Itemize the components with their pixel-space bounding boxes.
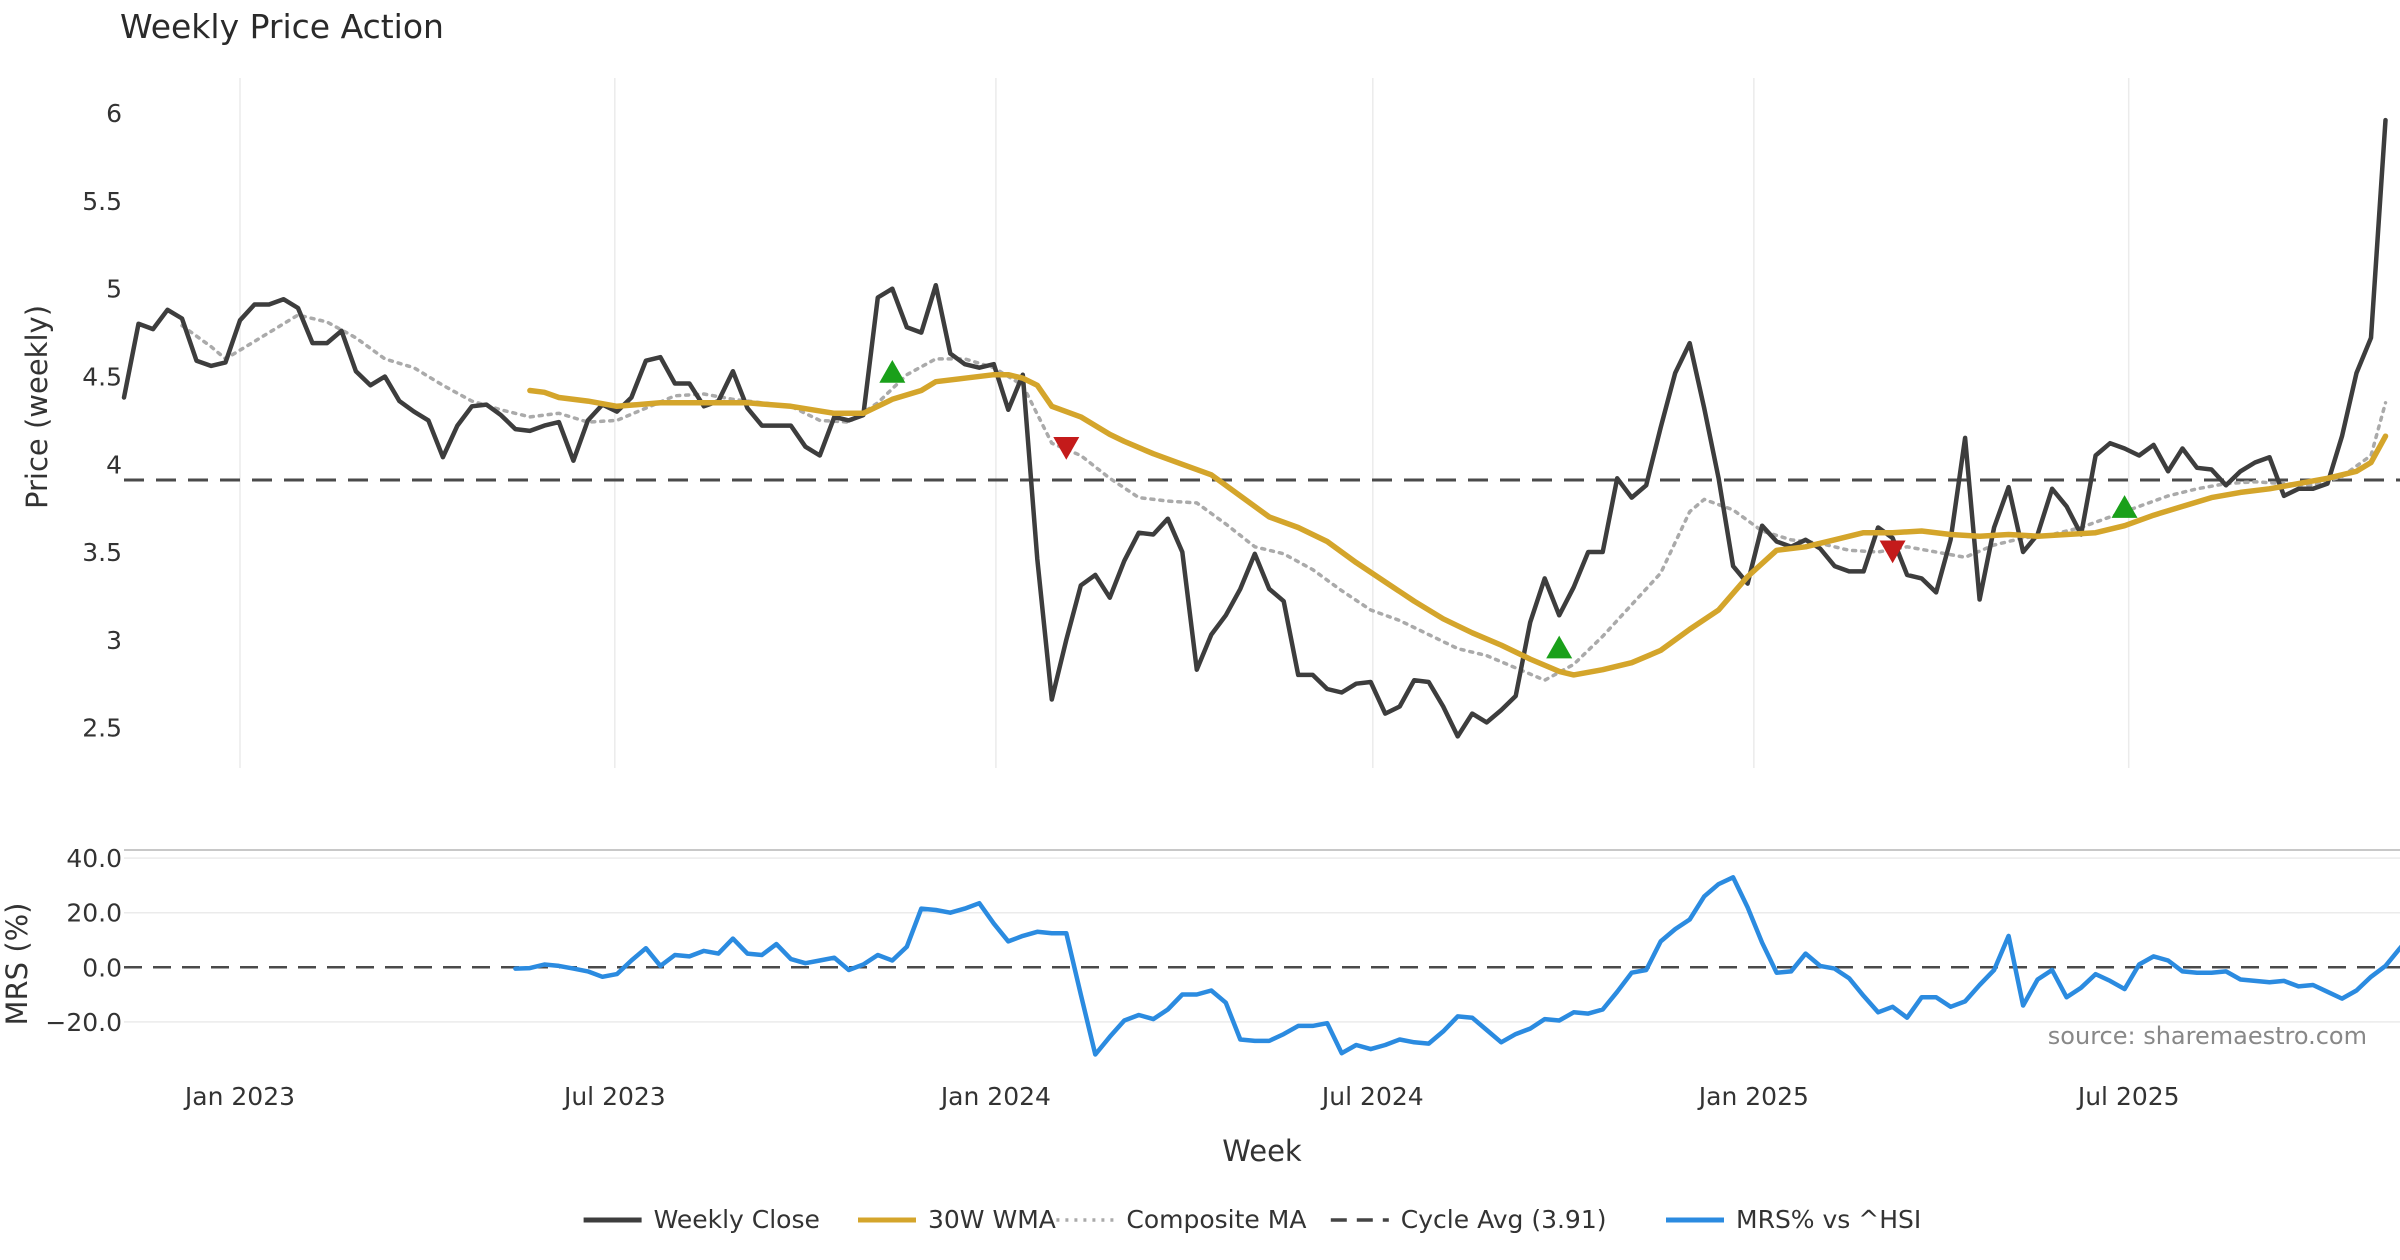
- series-mrs-vs-hsi: [513, 875, 2400, 1057]
- chart-title: Weekly Price Action: [120, 7, 444, 46]
- price-grid: [239, 78, 2130, 768]
- mrs-y-axis-title: MRS (%): [0, 903, 34, 1026]
- mrs-y-tick-label: −20.0: [45, 1008, 122, 1037]
- mrs-series: [513, 875, 2400, 1057]
- x-tick-label: Jul 2025: [2076, 1082, 2180, 1111]
- legend-entry-mrs-vs-hsi: MRS% vs ^HSI: [1666, 1205, 1921, 1234]
- x-tick-label: Jul 2023: [562, 1082, 666, 1111]
- buy-signal-marker: [879, 359, 906, 383]
- legend-entry-cycle-avg-3-91: Cycle Avg (3.91): [1330, 1205, 1607, 1234]
- mrs-grid: [124, 849, 2400, 1023]
- buy-signal-marker: [1546, 635, 1573, 659]
- legend-entry-30w-wma: 30W WMA: [858, 1205, 1056, 1234]
- x-tick-label: Jan 2025: [1697, 1082, 1809, 1111]
- source-note: source: sharemaestro.com: [2048, 1022, 2367, 1050]
- legend-label: MRS% vs ^HSI: [1736, 1205, 1921, 1234]
- legend-label: Composite MA: [1126, 1205, 1306, 1234]
- price-y-tick-label: 4.5: [82, 362, 122, 391]
- sell-signal-marker: [1879, 540, 1906, 564]
- x-ticks: Jan 2023 Jul 2023 Jan 2024 Jul 2024 Jan 2025…: [183, 1082, 2180, 1111]
- mrs-y-tick-label: 40.0: [66, 844, 122, 873]
- price-y-ticks: 2.5 3 3.5 4 4.5 5 5.5 6: [82, 99, 122, 743]
- reference-lines: [124, 478, 2400, 969]
- buy-signal-marker: [2111, 495, 2138, 518]
- price-y-tick-label: 6: [106, 99, 122, 128]
- price-y-tick-label: 3: [106, 626, 122, 655]
- series-composite-ma: [180, 313, 2388, 682]
- x-tick-label: Jan 2023: [183, 1082, 295, 1111]
- price-y-tick-label: 5: [106, 275, 122, 304]
- x-tick-label: Jul 2024: [1320, 1082, 1424, 1111]
- legend-label: 30W WMA: [928, 1205, 1056, 1234]
- price-y-axis-title: Price (weekly): [20, 305, 54, 509]
- price-y-tick-label: 5.5: [82, 187, 122, 216]
- x-axis-title: Week: [1222, 1134, 1302, 1168]
- legend-entry-composite-ma: Composite MA: [1056, 1205, 1306, 1234]
- mrs-y-tick-label: 0.0: [82, 953, 122, 982]
- price-y-tick-label: 4: [106, 450, 122, 479]
- signal-markers: [879, 359, 2138, 659]
- legend-label: Weekly Close: [654, 1205, 820, 1234]
- series-30w-wma: [527, 371, 2389, 678]
- mrs-y-tick-label: 20.0: [66, 899, 122, 928]
- legend: Weekly Close 30W WMA Composite MA Cycle Avg…: [583, 1205, 1921, 1234]
- price-y-tick-label: 2.5: [82, 714, 122, 743]
- mrs-y-ticks: 40.0 20.0 0.0 −20.0: [45, 844, 122, 1037]
- price-y-tick-label: 3.5: [82, 538, 122, 567]
- price-series: [121, 117, 2389, 739]
- legend-label: Cycle Avg (3.91): [1401, 1205, 1607, 1234]
- series-weekly-close: [121, 117, 2388, 739]
- x-tick-label: Jan 2024: [939, 1082, 1051, 1111]
- sell-signal-marker: [1053, 436, 1080, 460]
- legend-entry-weekly-close: Weekly Close: [583, 1205, 820, 1234]
